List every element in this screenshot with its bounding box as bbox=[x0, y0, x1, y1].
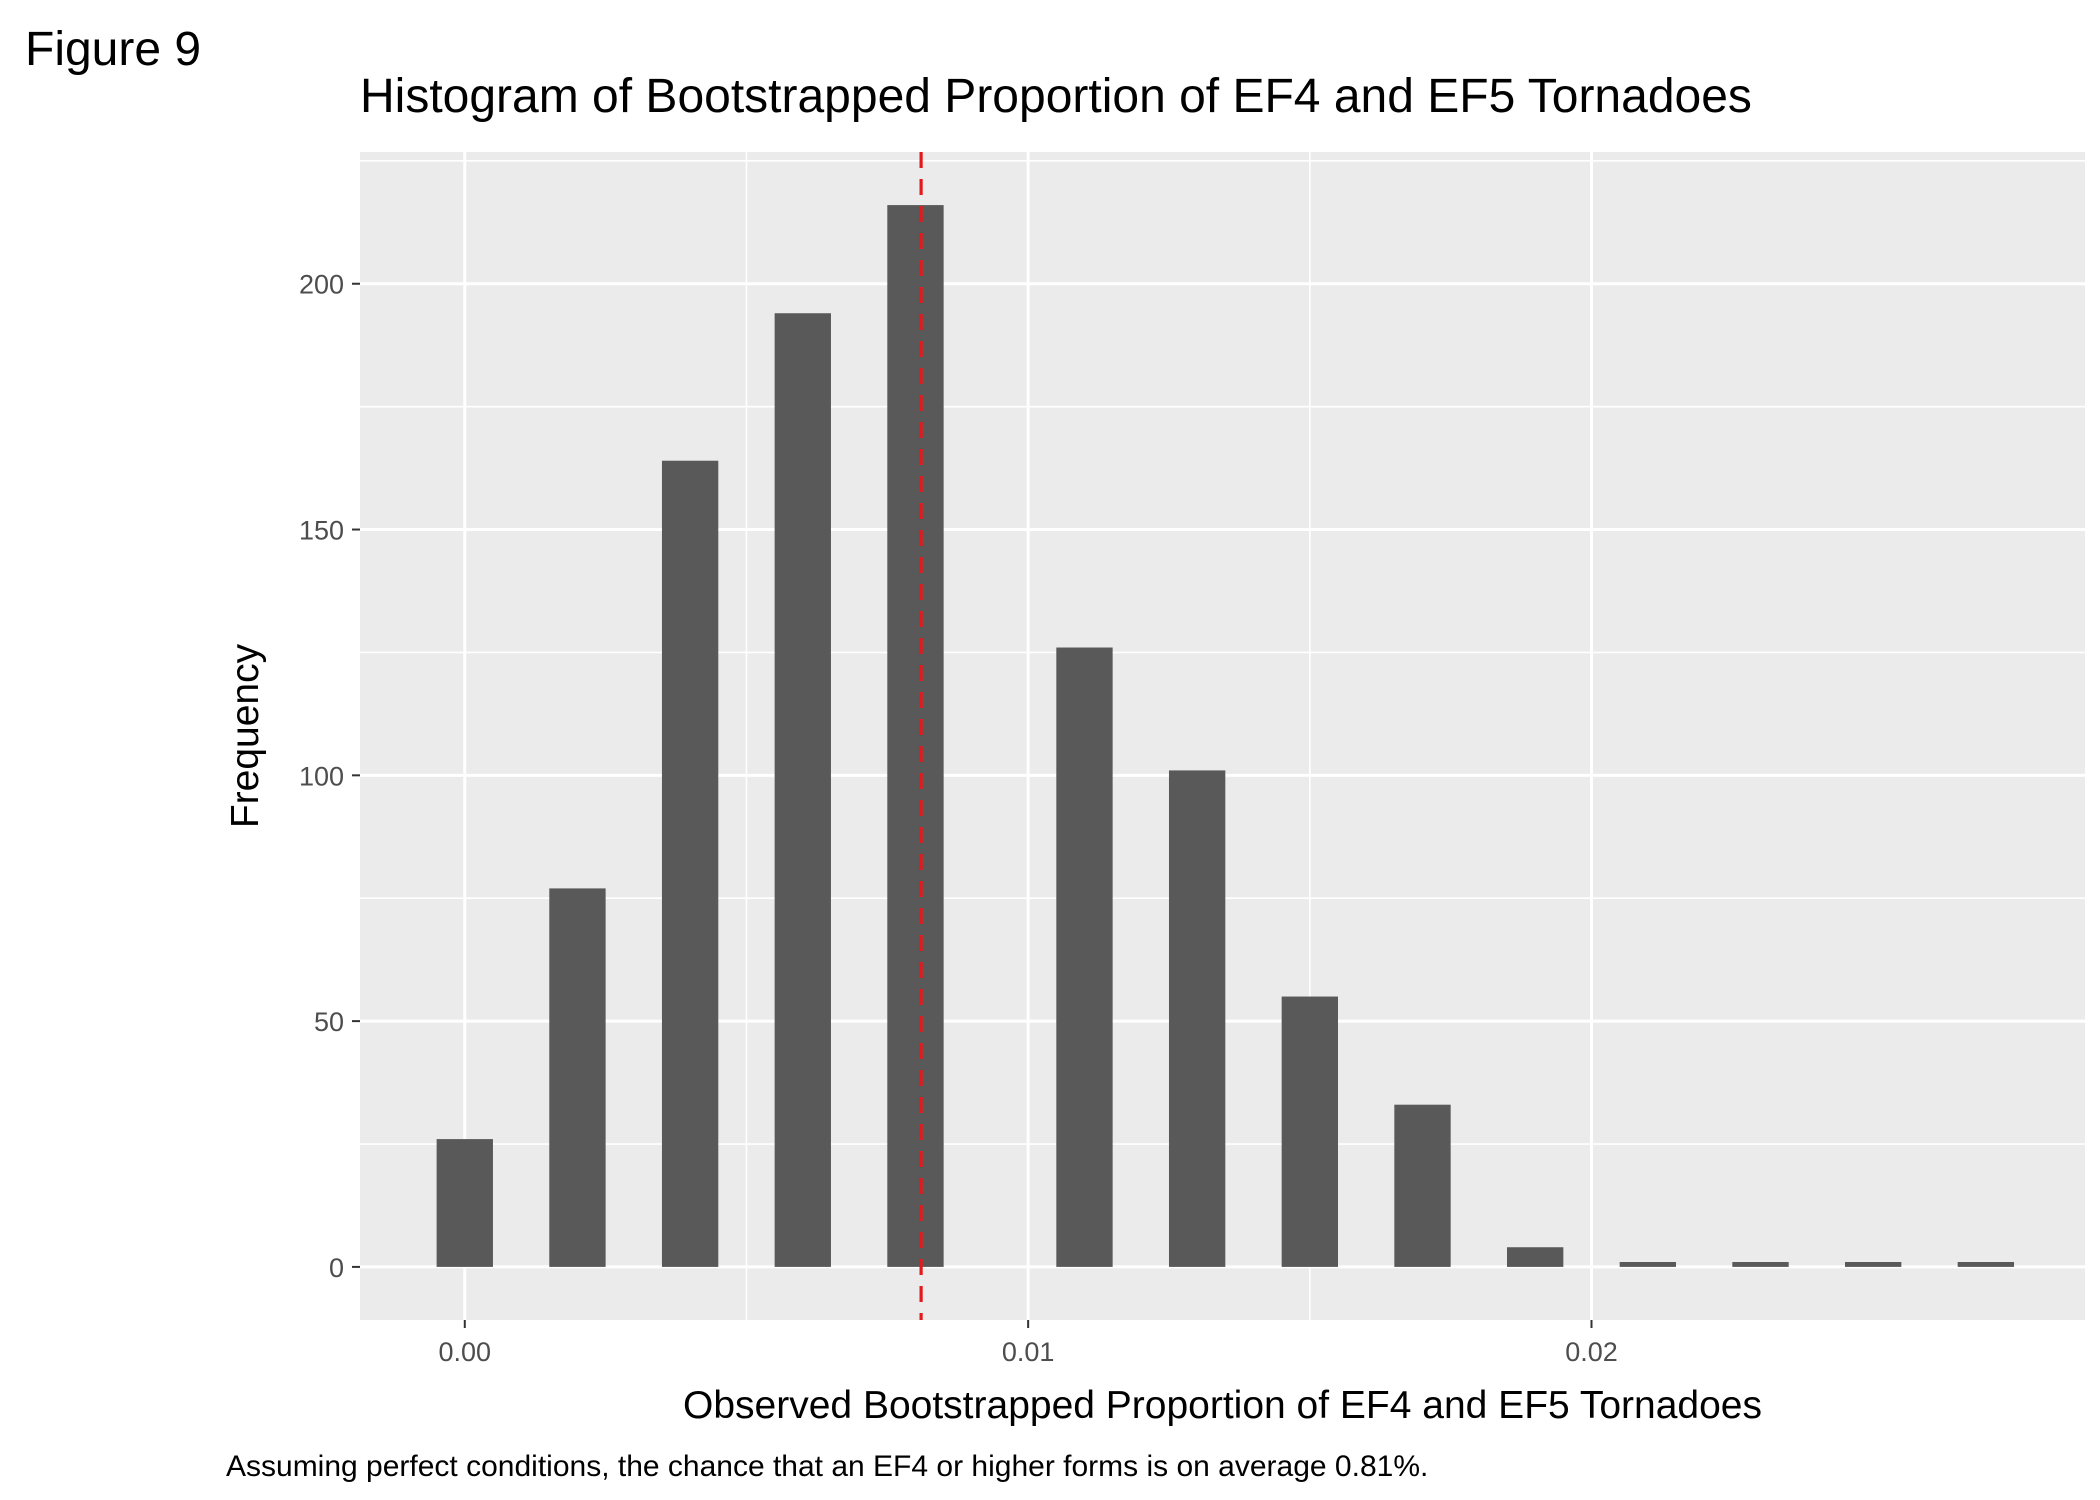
histogram-bar bbox=[436, 1139, 493, 1267]
x-tick-label: 0.01 bbox=[1002, 1337, 1055, 1367]
histogram-bar bbox=[1506, 1247, 1564, 1267]
y-tick-label: 0 bbox=[329, 1253, 344, 1283]
y-tick-label: 150 bbox=[299, 516, 344, 546]
histogram-bar bbox=[1394, 1104, 1451, 1267]
axis-ticks bbox=[352, 282, 1593, 1328]
histogram-bar bbox=[661, 460, 719, 1267]
histogram-bar bbox=[1619, 1261, 1677, 1267]
x-tick-label: 0.02 bbox=[1565, 1337, 1618, 1367]
histogram-bar bbox=[1845, 1261, 1902, 1267]
y-tick-label: 100 bbox=[299, 761, 344, 791]
histogram-bar bbox=[887, 205, 944, 1267]
y-tick-label: 50 bbox=[314, 1007, 344, 1037]
tick-labels: 0.00 0.01 0.02 0 50 100 150 200 bbox=[299, 270, 1618, 1367]
histogram-bar bbox=[1732, 1261, 1789, 1267]
histogram-bar bbox=[774, 313, 831, 1267]
histogram-bars bbox=[436, 205, 2015, 1267]
histogram-bar bbox=[1281, 996, 1338, 1267]
y-tick-label: 200 bbox=[299, 270, 344, 300]
histogram-bar bbox=[1056, 647, 1113, 1267]
chart-title: Histogram of Bootstrapped Proportion of … bbox=[360, 70, 1752, 123]
chart-caption: Assuming perfect conditions, the chance … bbox=[226, 1450, 1428, 1483]
histogram-bar bbox=[1957, 1261, 2015, 1267]
y-axis-title: Frequency bbox=[224, 643, 267, 828]
histogram-bar bbox=[549, 888, 606, 1267]
x-tick-label: 0.00 bbox=[439, 1337, 492, 1367]
x-axis-title: Observed Bootstrapped Proportion of EF4 … bbox=[683, 1384, 1762, 1427]
figure-label: Figure 9 bbox=[25, 23, 202, 76]
histogram-bar bbox=[1168, 770, 1226, 1267]
